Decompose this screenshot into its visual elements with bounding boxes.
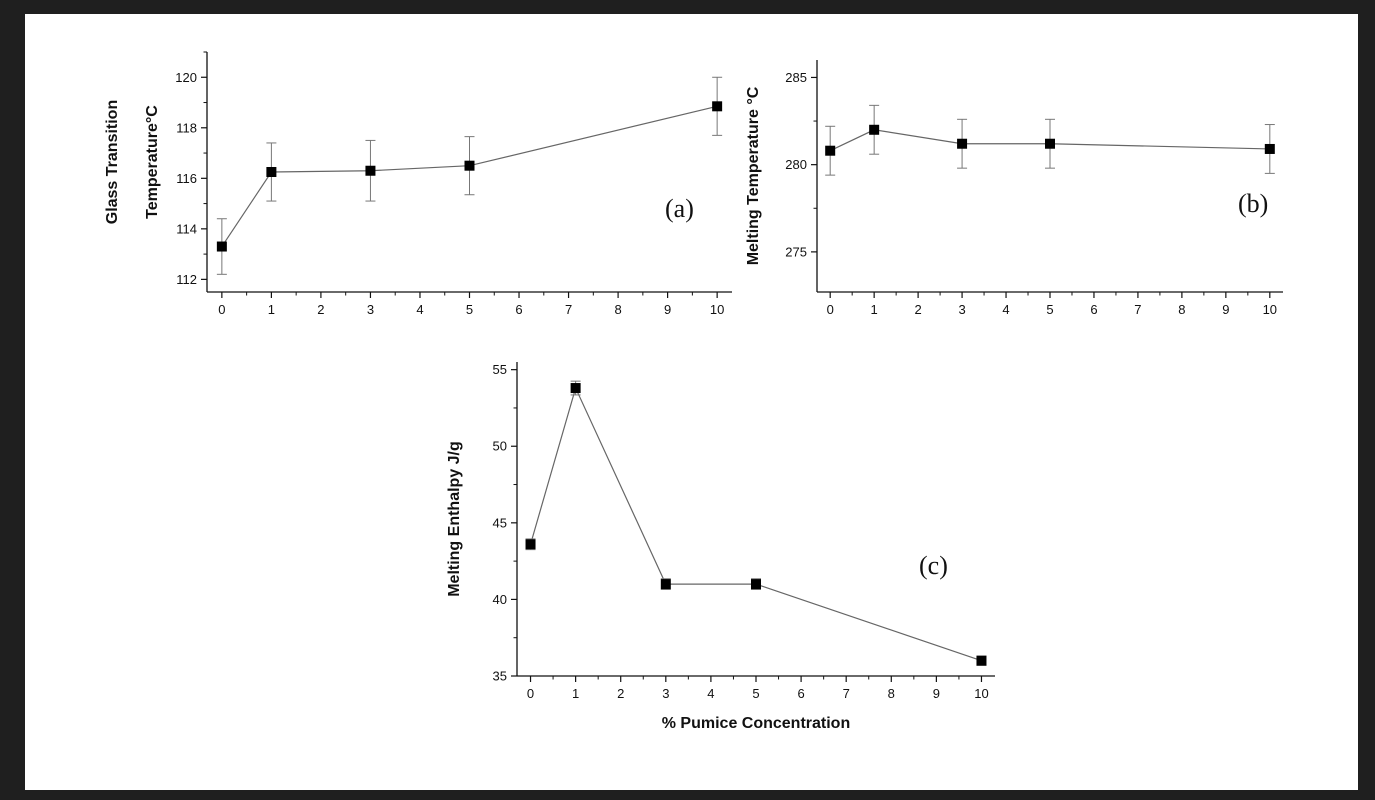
y-tick-label: 40: [493, 592, 507, 607]
x-tick-label: 10: [1263, 302, 1277, 317]
x-tick-label: 4: [707, 686, 714, 701]
panel-label: (b): [1238, 189, 1268, 218]
y-tick-label: 280: [785, 157, 807, 172]
x-tick-label: 0: [218, 302, 225, 317]
data-point: [660, 579, 671, 590]
data-point: [712, 101, 723, 112]
x-tick-label: 5: [466, 302, 473, 317]
x-axis-title: % Pumice Concentration: [662, 715, 850, 732]
x-tick-label: 3: [958, 302, 965, 317]
x-tick-label: 6: [1090, 302, 1097, 317]
data-point: [957, 138, 968, 149]
x-tick-label: 8: [888, 686, 895, 701]
x-tick-label: 9: [1222, 302, 1229, 317]
y-tick-label: 112: [176, 272, 197, 287]
x-tick-label: 6: [515, 302, 522, 317]
x-tick-label: 4: [1002, 302, 1009, 317]
series-line: [529, 386, 982, 662]
y-tick-label: 285: [785, 70, 807, 85]
x-tick-label: 2: [914, 302, 921, 317]
panel-label: (a): [665, 194, 694, 223]
data-point: [751, 579, 761, 590]
y-tick-label: 275: [785, 244, 807, 259]
x-tick-label: 4: [416, 302, 423, 317]
x-tick-label: 7: [843, 686, 850, 701]
x-tick-label: 8: [614, 302, 621, 317]
y-tick-label: 50: [493, 439, 507, 454]
x-tick-label: 3: [367, 302, 374, 317]
x-tick-label: 9: [664, 302, 671, 317]
figure: 0 1 2 3 4 5 6 7 8 9 10 112 114 116 118 120 Glass Transit…: [25, 14, 1358, 790]
x-tick-label: 6: [797, 686, 804, 701]
data-point: [464, 160, 475, 171]
x-tick-label: 10: [974, 686, 988, 701]
x-tick-label: 7: [1134, 302, 1141, 317]
data-point: [525, 539, 536, 550]
y-axis-title: Glass Transition: [104, 100, 121, 224]
data-point: [365, 165, 376, 176]
y-tick-label: 118: [176, 120, 197, 135]
data-point: [1045, 138, 1055, 149]
data-point: [266, 167, 277, 177]
data-point: [1264, 143, 1275, 154]
x-tick-label: 1: [871, 302, 878, 317]
x-tick-label: 1: [268, 302, 275, 317]
x-tick-label: 1: [572, 686, 579, 701]
y-tick-label: 116: [176, 171, 197, 186]
data-point: [825, 145, 836, 156]
data-point: [869, 124, 880, 135]
data-point: [216, 241, 227, 252]
x-tick-label: 7: [565, 302, 572, 317]
chart-panel-2: 0 1 2 3 4 5 6 7 8 9 10 275 280 285 Melting Temperature…: [745, 60, 1283, 317]
y-tick-label: 55: [493, 362, 507, 377]
x-tick-label: 8: [1178, 302, 1185, 317]
x-tick-label: 5: [752, 686, 759, 701]
y-tick-label: 120: [175, 70, 197, 85]
x-tick-label: 10: [710, 302, 724, 317]
y-axis-title: Melting Enthalpy J/g: [446, 441, 463, 597]
x-tick-label: 9: [933, 686, 940, 701]
y-axis-title: Temperature°C: [144, 105, 161, 219]
x-tick-label: 2: [317, 302, 324, 317]
x-tick-label: 5: [1046, 302, 1053, 317]
y-tick-label: 114: [176, 221, 197, 236]
data-point: [570, 383, 581, 394]
x-tick-label: 0: [827, 302, 834, 317]
x-tick-label: 0: [527, 686, 534, 701]
data-point: [976, 655, 987, 666]
y-axis-title: Melting Temperature °C: [745, 86, 762, 265]
y-tick-label: 35: [493, 669, 507, 684]
x-tick-label: 3: [662, 686, 669, 701]
x-tick-label: 2: [617, 686, 624, 701]
y-tick-label: 45: [493, 515, 507, 530]
chart-panel-1: 0 1 2 3 4 5 6 7 8 9 10 112 114 116 118 120 Glass Transit…: [104, 51, 732, 317]
panel-label: (c): [919, 551, 948, 580]
